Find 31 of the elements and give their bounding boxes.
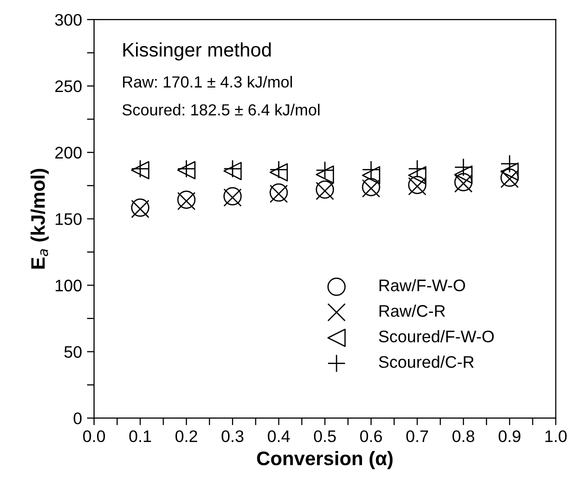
point — [316, 161, 334, 180]
x-tick-label: 0.4 — [268, 430, 290, 442]
x-tick-label: 0.6 — [360, 430, 382, 442]
y-tick-label: 250 — [55, 80, 82, 92]
x-tick-label: 0.9 — [498, 430, 520, 442]
legend-label: Raw/C-R — [380, 304, 446, 317]
y-axis-title: E$_{a}$ (kJ/mol) — [30, 168, 49, 269]
point — [500, 154, 519, 173]
y-tick-label: 0 — [74, 412, 82, 424]
x-tick-label: 0.0 — [83, 430, 105, 442]
legend-label: Scoured/C-R — [378, 356, 474, 368]
x-tick-label: 0.7 — [406, 430, 428, 442]
x-tick-label: 0.3 — [222, 430, 244, 442]
y-tick-label: 200 — [55, 146, 82, 159]
x-tick-label: 0.2 — [175, 430, 198, 442]
point — [362, 160, 380, 179]
legend-label: Raw/F-W-O — [380, 279, 466, 292]
y-tick-label: 300 — [55, 14, 82, 26]
y-tick-label: 100 — [56, 280, 82, 292]
annotation: Raw: 170.1 ± 4.3 kJ/mol — [123, 76, 292, 88]
annotation: Scoured: 182.5 ± 6.4 kJ/mol — [122, 104, 320, 116]
y-tick-label: 50 — [64, 346, 82, 358]
annotation: Kissinger method — [123, 42, 271, 61]
x-axis-title: Conversion (α) — [257, 450, 393, 470]
legend-label: Scoured/F-W-O — [378, 330, 494, 342]
x-tick-label: 0.8 — [452, 430, 474, 442]
x-tick-label: 0.1 — [129, 430, 151, 442]
y-tick-label: 150 — [56, 213, 82, 226]
point — [316, 165, 334, 184]
x-tick-label: 0.5 — [314, 430, 336, 442]
x-tick-label: 1.0 — [545, 430, 567, 442]
